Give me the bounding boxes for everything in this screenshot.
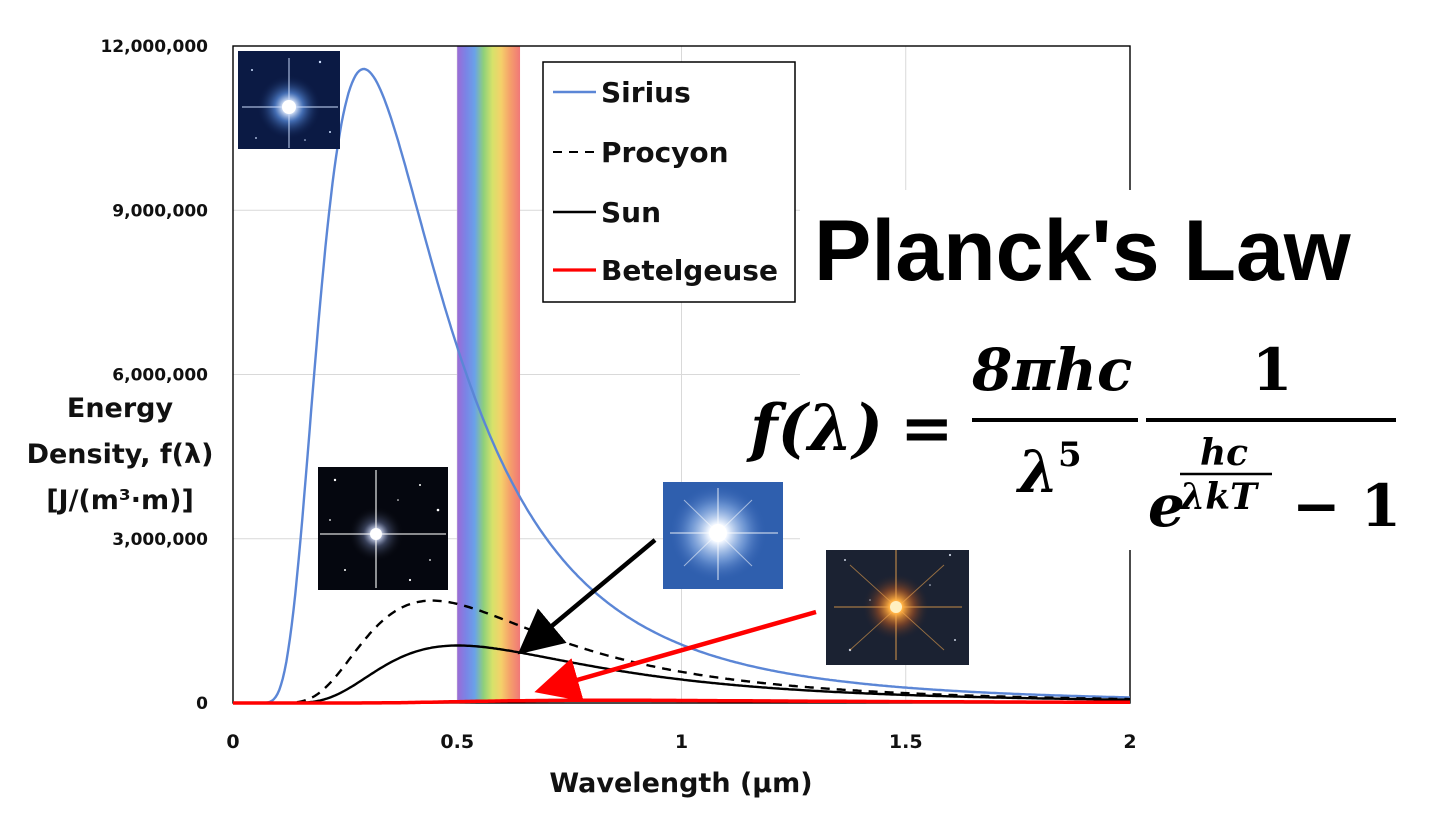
x-axis-label: Wavelength (μm)	[549, 768, 812, 799]
legend-label-sirius: Sirius	[601, 76, 691, 109]
y-tick-label-4: 12,000,000	[100, 37, 208, 57]
betelgeuse-star-image	[826, 540, 969, 665]
formula-minus-one: − 1	[1292, 472, 1401, 540]
y-axis-label-line-3: [J/(m³·m)]	[46, 485, 194, 516]
y-tick-label-2: 6,000,000	[112, 366, 208, 386]
y-tick-label-0: 0	[196, 694, 208, 714]
y-tick-label-1: 3,000,000	[112, 530, 208, 550]
formula-exp-base: e	[1148, 472, 1185, 540]
legend-label-betelgeuse: Betelgeuse	[601, 254, 778, 287]
planck-formula: f(λ) = 8πhc λ 5 1 e hc λkT − 1	[746, 336, 1401, 540]
chart-title: Planck's Law	[814, 203, 1352, 299]
x-tick-label-4: 2	[1123, 731, 1136, 753]
y-axis-label-line-1: Energy	[67, 393, 174, 424]
sun-star-image	[663, 482, 783, 589]
series-line-sirius	[233, 67, 1130, 705]
formula-numerator-1: 8πhc	[971, 336, 1132, 404]
formula-denominator-1: λ	[1015, 438, 1059, 506]
formula-lhs: f(λ)	[746, 391, 883, 466]
formula-power-5: 5	[1058, 435, 1082, 475]
x-tick-label-1: 0.5	[440, 731, 474, 753]
series-line-betelgeuse	[233, 698, 1130, 705]
title-backdrop	[800, 190, 1440, 550]
y-tick-label-3: 9,000,000	[112, 201, 208, 221]
series-lines	[233, 67, 1130, 705]
series-line-sun	[233, 644, 1130, 705]
series-line-procyon	[233, 599, 1130, 705]
sun-arrow	[517, 538, 657, 655]
legend-label-sun: Sun	[601, 196, 661, 229]
formula-numerator-2: 1	[1252, 336, 1292, 404]
legend: Sirius Procyon Sun Betelgeuse	[542, 61, 796, 303]
x-tick-labels: 0 0.5 1 1.5 2	[226, 731, 1136, 753]
procyon-star-image	[318, 467, 448, 590]
legend-label-procyon: Procyon	[601, 136, 729, 169]
x-tick-label-2: 1	[675, 731, 688, 753]
formula-exp-numerator: hc	[1200, 432, 1248, 474]
x-tick-label-0: 0	[226, 731, 239, 753]
x-tick-label-3: 1.5	[889, 731, 923, 753]
y-tick-labels: 0 3,000,000 6,000,000 9,000,000 12,000,000	[100, 37, 208, 714]
betelgeuse-arrow	[534, 609, 817, 702]
y-axis-label-line-2: Density, f(λ)	[27, 439, 214, 470]
formula-equals: =	[900, 391, 954, 466]
formula-exp-denominator: λkT	[1178, 476, 1259, 518]
sirius-star-image	[238, 51, 340, 149]
